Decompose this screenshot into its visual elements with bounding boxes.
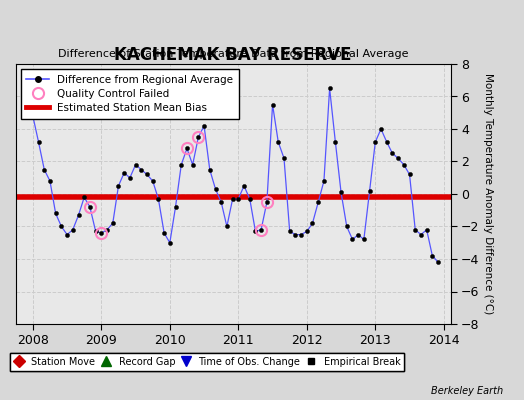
Y-axis label: Monthly Temperature Anomaly Difference (°C): Monthly Temperature Anomaly Difference (…	[484, 73, 494, 315]
Title: KACHEMAK BAY RESERVE: KACHEMAK BAY RESERVE	[114, 46, 352, 64]
Text: Difference of Station Temperature Data from Regional Average: Difference of Station Temperature Data f…	[58, 49, 408, 59]
Text: Berkeley Earth: Berkeley Earth	[431, 386, 503, 396]
Legend: Station Move, Record Gap, Time of Obs. Change, Empirical Break: Station Move, Record Gap, Time of Obs. C…	[10, 353, 405, 371]
